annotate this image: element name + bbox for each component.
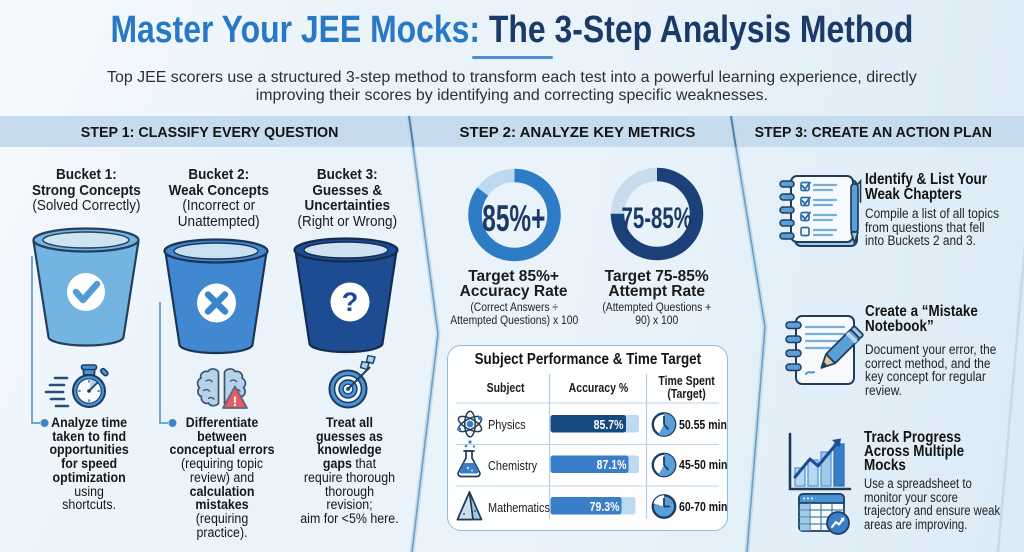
svg-text:!: !	[233, 393, 238, 409]
svg-text:?: ?	[342, 287, 359, 317]
